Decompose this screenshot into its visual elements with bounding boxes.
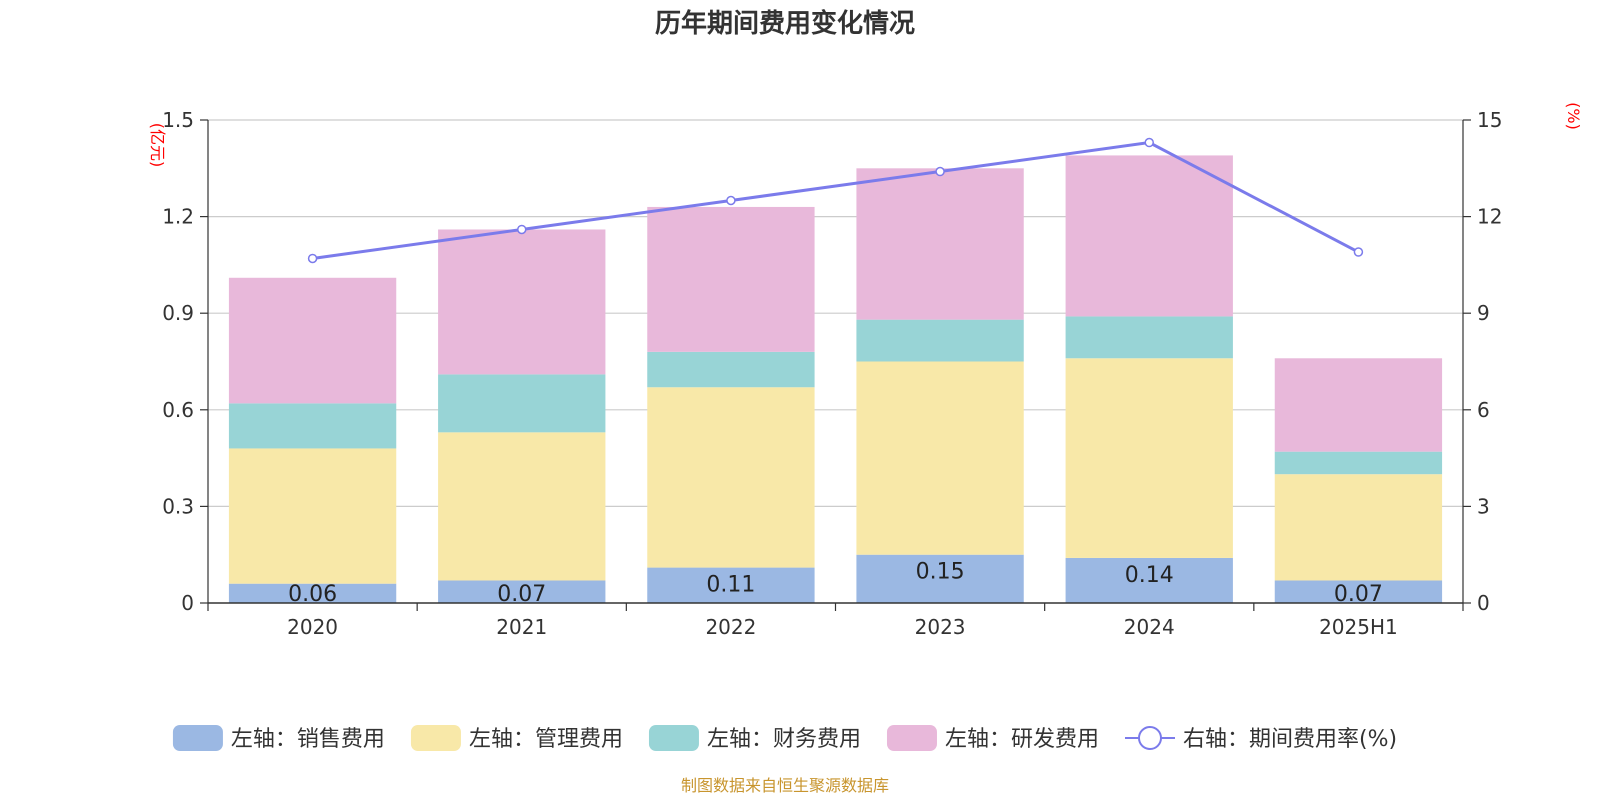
line-point xyxy=(1144,137,1154,148)
data-label: 0.07 xyxy=(1334,582,1383,607)
bar-segment xyxy=(1065,358,1233,558)
line-point xyxy=(517,224,527,235)
bar-segment xyxy=(228,448,397,584)
bar-segment xyxy=(438,229,606,375)
bar-segment xyxy=(647,206,815,352)
right-tick-label: 12 xyxy=(1477,205,1502,229)
right-axis-unit: (%) xyxy=(1564,102,1583,130)
x-tick-label: 2023 xyxy=(915,615,966,639)
legend-label: 左轴：管理费用 xyxy=(469,727,623,752)
bar-segment xyxy=(647,567,815,603)
right-tick-label: 15 xyxy=(1477,108,1502,132)
legend-label: 右轴：期间费用率(%) xyxy=(1183,727,1397,752)
data-label: 0.07 xyxy=(497,582,546,607)
line-point xyxy=(726,195,736,206)
data-labels: 0.06 0.07 0.11 0.15 0.14 0.07 xyxy=(288,560,1383,607)
bars xyxy=(228,155,1443,603)
bar-segment xyxy=(856,554,1024,603)
legend-marker xyxy=(1137,726,1162,750)
left-tick-label: 1.5 xyxy=(162,108,194,132)
data-label: 0.15 xyxy=(916,560,965,585)
right-tick-label: 3 xyxy=(1477,494,1490,518)
bar-segment xyxy=(1274,358,1443,452)
rate-line xyxy=(307,137,1364,264)
left-tick-label: 0 xyxy=(181,591,194,615)
bar-segment xyxy=(1065,316,1233,359)
legend-label: 左轴：财务费用 xyxy=(707,727,861,752)
bar-segment xyxy=(228,583,397,603)
right-tick-label: 6 xyxy=(1477,398,1490,422)
bar-segment xyxy=(228,403,397,449)
data-label: 0.14 xyxy=(1125,563,1174,588)
x-tick-label: 2022 xyxy=(705,615,756,639)
bar-segment xyxy=(1274,451,1443,475)
left-tick-label: 0.9 xyxy=(162,301,194,325)
x-tick-label: 2021 xyxy=(496,615,547,639)
axes: 0 0.3 0.6 0.9 1.2 1.5 0 3 6 9 12 15 2020 2021 2022 2023… xyxy=(162,108,1502,639)
bar-segment xyxy=(1065,155,1233,317)
bar-segment xyxy=(856,168,1024,320)
line-point xyxy=(307,253,318,264)
left-tick-label: 1.2 xyxy=(162,205,194,229)
x-tick-label: 2024 xyxy=(1124,615,1175,639)
bar-segment xyxy=(1274,580,1443,603)
left-tick-label: 0.6 xyxy=(162,398,194,422)
legend-label: 左轴：研发费用 xyxy=(945,727,1099,752)
x-tick-label: 2025H1 xyxy=(1319,615,1398,639)
right-tick-label: 9 xyxy=(1477,301,1490,325)
gridlines xyxy=(208,119,1463,507)
line-point xyxy=(1353,247,1364,257)
bar-segment xyxy=(438,432,606,581)
bar-segment xyxy=(856,319,1024,362)
legend-swatch xyxy=(648,725,699,751)
left-axis-unit: (亿元) xyxy=(148,123,167,168)
right-tick-label: 0 xyxy=(1477,591,1490,615)
series-line xyxy=(312,140,1360,260)
bar-segment xyxy=(1065,557,1233,603)
legend-swatch xyxy=(410,725,461,751)
data-label: 0.06 xyxy=(288,582,337,607)
bar-segment xyxy=(647,351,815,388)
bar-segment xyxy=(438,580,606,603)
bar-segment xyxy=(1274,474,1443,581)
data-label: 0.11 xyxy=(706,573,755,598)
bar-segment xyxy=(438,374,606,433)
bar-segment xyxy=(856,361,1024,555)
legend-label: 左轴：销售费用 xyxy=(231,727,385,752)
source-note: 制图数据来自恒生聚源数据库 xyxy=(681,776,889,795)
bar-segment xyxy=(647,387,815,568)
legend-swatch xyxy=(886,725,937,751)
legend: 左轴：销售费用 左轴：管理费用 左轴：财务费用 左轴：研发费用 右轴：期间费用率(%) xyxy=(172,725,1397,752)
chart-title: 历年期间费用变化情况 xyxy=(655,8,915,39)
line-point xyxy=(935,166,945,177)
bar-segment xyxy=(228,277,397,404)
legend-swatch xyxy=(172,725,223,751)
left-tick-label: 0.3 xyxy=(162,494,194,518)
x-tick-label: 2020 xyxy=(287,615,338,639)
